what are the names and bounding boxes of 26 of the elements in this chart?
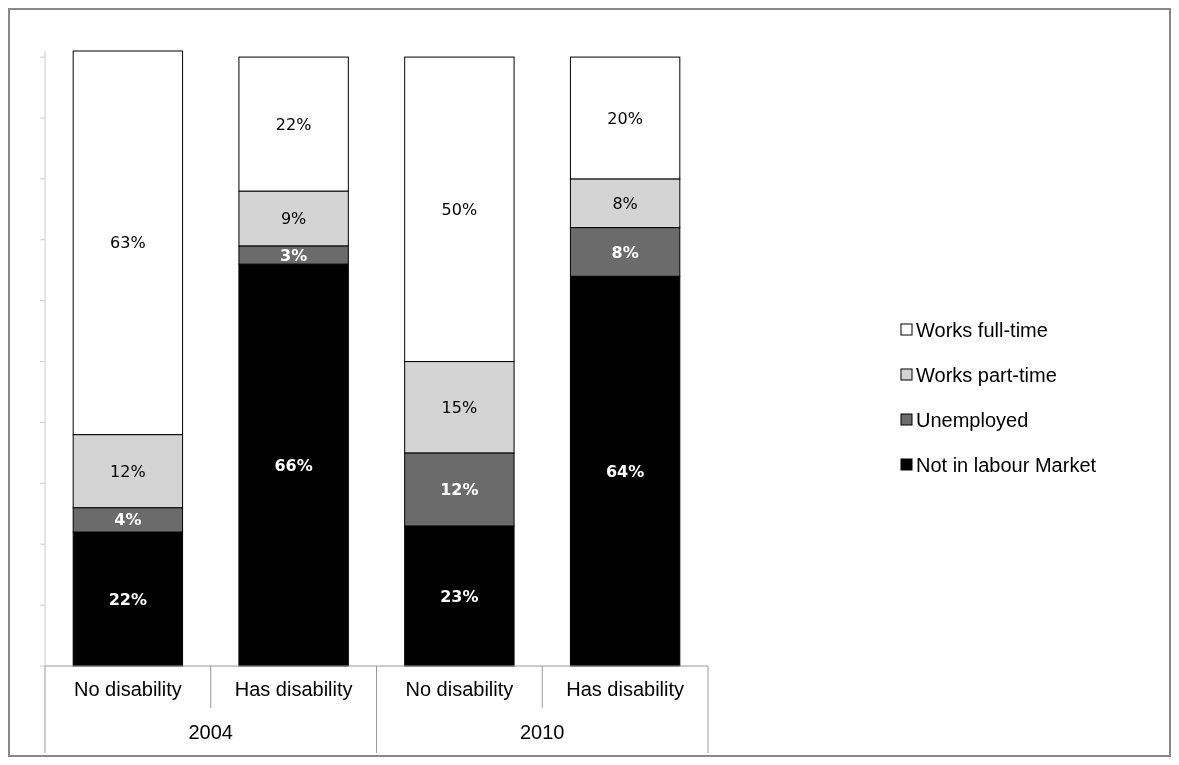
x-tick-label: Has disability: [566, 678, 685, 700]
x-tick-label: Has disability: [234, 678, 353, 700]
data-label: 66%: [274, 455, 313, 475]
data-label: 8%: [611, 242, 639, 262]
data-label: 9%: [280, 209, 307, 229]
data-label: 12%: [440, 480, 479, 500]
data-label: 22%: [108, 589, 148, 609]
text: 2004: [188, 721, 233, 743]
data-label: 12%: [110, 461, 146, 481]
legend-label: Not in labour Market: [916, 454, 1097, 476]
legend-label: Works full-time: [916, 319, 1048, 341]
data-label: 64%: [605, 461, 645, 481]
data-label: 4%: [114, 510, 142, 530]
x-tick-label: No disability: [73, 678, 182, 700]
data-label: 3%: [280, 245, 308, 265]
data-label: 20%: [607, 108, 643, 128]
legend-label: Unemployed: [916, 409, 1029, 431]
text: 2010: [520, 721, 565, 743]
x-tick-label: No disability: [405, 678, 514, 700]
legend-label: Works part-time: [916, 364, 1057, 386]
data-label: 22%: [275, 114, 312, 134]
data-label: 23%: [440, 586, 479, 606]
data-label: 15%: [441, 397, 478, 417]
data-label: 63%: [110, 233, 146, 253]
data-label: 8%: [612, 193, 638, 213]
data-label: 50%: [441, 199, 478, 219]
